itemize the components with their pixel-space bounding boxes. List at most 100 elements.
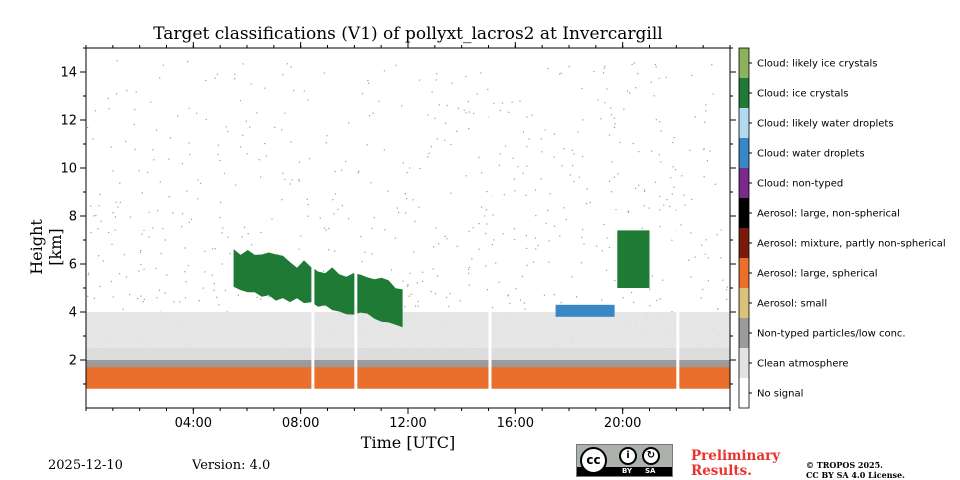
noise-speck — [553, 156, 555, 158]
noise-speck — [717, 308, 719, 310]
noise-speck — [519, 100, 521, 102]
noise-speck — [514, 190, 516, 192]
noise-speck — [486, 223, 488, 225]
noise-speck — [141, 233, 143, 235]
noise-speck — [485, 209, 487, 211]
feature-descending-cloud-layer — [233, 249, 403, 328]
noise-speck — [446, 238, 448, 240]
noise-speck — [204, 250, 206, 252]
colorbar-label: Aerosol: small — [757, 299, 827, 310]
noise-speck — [526, 247, 528, 249]
noise-speck — [606, 269, 608, 271]
noise-speck — [196, 112, 198, 114]
noise-speck — [629, 92, 631, 94]
colorbar-swatch — [739, 228, 749, 258]
noise-speck — [303, 90, 305, 92]
noise-speck — [110, 280, 113, 283]
noise-speck — [419, 167, 421, 170]
noise-speck — [281, 199, 283, 201]
preliminary-text: Preliminary — [691, 448, 781, 464]
noise-speck — [185, 281, 187, 283]
noise-speck — [569, 174, 571, 176]
noise-speck — [368, 115, 371, 117]
noise-speck — [613, 126, 616, 128]
noise-speck — [473, 112, 475, 114]
noise-speck — [608, 246, 610, 249]
noise-speck — [160, 252, 162, 255]
noise-speck — [181, 213, 184, 215]
noise-speck — [366, 144, 368, 146]
no-signal-gap — [676, 48, 680, 408]
noise-speck — [485, 265, 487, 267]
noise-speck — [162, 227, 164, 230]
noise-speck — [680, 224, 682, 226]
noise-speck — [281, 129, 283, 131]
noise-speck — [617, 173, 619, 175]
classification-field — [86, 48, 730, 408]
noise-speck — [111, 243, 113, 246]
noise-speck — [341, 169, 343, 171]
noise-speck — [323, 72, 325, 74]
noise-speck — [102, 260, 104, 262]
noise-speck — [172, 212, 174, 214]
colorbar-swatch — [739, 348, 749, 378]
noise-speck — [422, 280, 424, 282]
x-tick-label: 16:00 — [497, 416, 534, 431]
noise-speck — [348, 122, 350, 124]
noise-speck — [656, 299, 658, 301]
noise-speck — [112, 170, 114, 172]
noise-speck — [181, 226, 183, 228]
noise-speck — [220, 201, 222, 203]
noise-speck — [265, 155, 267, 157]
noise-speck — [129, 294, 131, 296]
noise-speck — [164, 292, 166, 294]
noise-speck — [219, 216, 221, 218]
noise-speck — [140, 250, 142, 252]
colorbar: Cloud: likely ice crystals Cloud: ice cry… — [738, 47, 946, 409]
noise-speck — [290, 66, 292, 68]
noise-speck — [648, 207, 650, 209]
noise-speck — [709, 150, 711, 152]
noise-speck — [633, 62, 635, 64]
noise-speck — [583, 243, 585, 245]
noise-speck — [540, 138, 542, 140]
noise-speck — [156, 297, 158, 299]
noise-speck — [141, 192, 143, 194]
noise-speck — [402, 280, 404, 282]
noise-speck — [535, 215, 537, 217]
noise-speck — [673, 137, 675, 139]
noise-speck — [604, 65, 606, 67]
noise-speck — [407, 284, 409, 286]
noise-speck — [410, 293, 412, 295]
noise-speck — [298, 161, 301, 163]
noise-speck — [190, 218, 193, 220]
noise-speck — [444, 139, 446, 141]
noise-speck — [492, 214, 494, 216]
noise-speck — [134, 148, 136, 150]
noise-speck — [691, 74, 693, 76]
noise-speck — [513, 228, 516, 230]
noise-speck — [249, 126, 251, 128]
noise-speck — [726, 286, 728, 288]
noise-speck — [434, 293, 437, 295]
noise-speck — [559, 235, 561, 237]
noise-speck — [669, 205, 671, 208]
by-icon: i — [619, 447, 637, 465]
noise-speck — [364, 251, 366, 253]
noise-speck — [660, 161, 662, 163]
noise-speck — [168, 158, 170, 160]
noise-speck — [358, 170, 360, 172]
noise-speck — [672, 141, 674, 144]
noise-speck — [187, 61, 189, 63]
noise-speck — [491, 244, 493, 246]
noise-speck — [307, 99, 309, 101]
noise-speck — [213, 289, 215, 291]
noise-speck — [548, 261, 550, 263]
noise-speck — [690, 276, 692, 278]
y-tick-label: 10 — [60, 162, 77, 177]
noise-speck — [528, 138, 530, 140]
noise-speck — [368, 82, 370, 84]
noise-speck — [606, 237, 608, 239]
noise-speck — [534, 189, 536, 191]
